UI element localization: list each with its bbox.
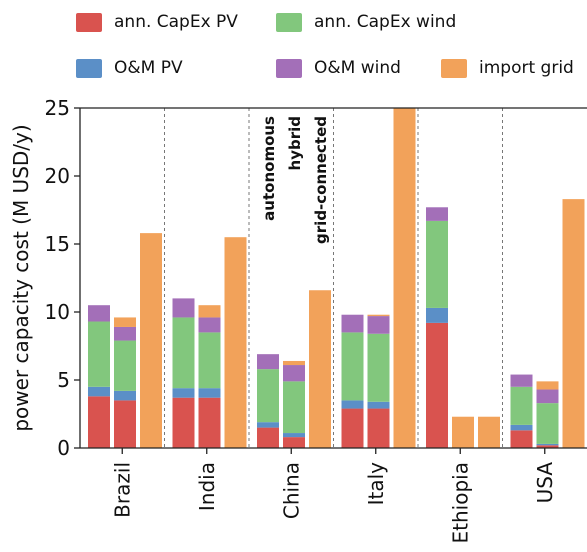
- bar-segment-usa-hybrid-o-m-wind: [536, 389, 559, 404]
- bars: [88, 108, 585, 448]
- legend-label-capex-wind: ann. CapEx wind: [314, 12, 457, 32]
- bar-segment-india-autonomous-o-m-wind: [172, 298, 195, 318]
- legend-swatch-capex-wind: [276, 12, 302, 32]
- legend-swatch-capex-pv: [76, 12, 102, 32]
- bar-segment-india-hybrid-o-m-wind: [198, 317, 221, 333]
- y-tick-label: 25: [45, 96, 70, 120]
- legend-swatch-import-grid: [441, 58, 467, 78]
- bar-segment-brazil-autonomous-ann-capex-pv: [88, 396, 110, 448]
- legend: ann. CapEx PV ann. CapEx wind O&M PV O&M…: [0, 0, 587, 90]
- legend-label-capex-pv: ann. CapEx PV: [114, 12, 238, 32]
- bar-segment-italy-autonomous-o-m-pv: [341, 400, 364, 409]
- bar-segment-usa-autonomous-o-m-wind: [510, 374, 533, 387]
- labels: 0 5 10 15 20 25 power capacity cost (M USD/y) B…: [9, 96, 557, 543]
- legend-item-capex-wind: ann. CapEx wind: [276, 12, 456, 32]
- bar-segment-china-hybrid-o-m-wind: [283, 365, 305, 382]
- bar-segment-india-autonomous-ann-capex-wind: [172, 317, 195, 389]
- bar-segment-italy-autonomous-o-m-wind: [341, 314, 364, 333]
- bar-segment-india-grid-connected-import-grid: [224, 237, 247, 448]
- y-tick-label: 0: [57, 436, 70, 460]
- legend-swatch-om-wind: [276, 58, 302, 78]
- bar-segment-brazil-hybrid-ann-capex-pv: [114, 400, 136, 448]
- bar-segment-italy-hybrid-o-m-pv: [367, 401, 390, 409]
- bar-segment-ethiopia-autonomous-o-m-pv: [426, 307, 448, 323]
- bar-segment-india-hybrid-import-grid: [198, 305, 221, 318]
- x-tick-label-ethiopia: Ethiopia: [448, 462, 472, 543]
- bar-segment-china-autonomous-ann-capex-wind: [257, 369, 279, 423]
- bar-segment-usa-autonomous-ann-capex-wind: [510, 386, 533, 425]
- bar-segment-ethiopia-autonomous-o-m-wind: [426, 207, 448, 221]
- bar-segment-china-hybrid-o-m-pv: [283, 433, 305, 438]
- legend-label-om-pv: O&M PV: [114, 58, 183, 78]
- bar-segment-india-autonomous-o-m-pv: [172, 388, 195, 398]
- bar-segment-usa-hybrid-import-grid: [536, 381, 559, 390]
- x-tick-label-usa: USA: [533, 462, 557, 504]
- bar-segment-italy-autonomous-ann-capex-wind: [341, 332, 364, 401]
- bar-segment-usa-hybrid-ann-capex-wind: [536, 403, 559, 444]
- bar-segment-china-autonomous-o-m-wind: [257, 354, 279, 370]
- config-label-autonomous: autonomous: [260, 116, 278, 221]
- bar-segment-brazil-autonomous-o-m-wind: [88, 305, 110, 322]
- bar-segment-india-hybrid-ann-capex-wind: [198, 332, 221, 389]
- bar-segment-usa-grid-connected-import-grid: [562, 199, 585, 448]
- bar-segment-india-hybrid-o-m-pv: [198, 388, 221, 398]
- bar-segment-brazil-hybrid-o-m-pv: [114, 390, 136, 401]
- bar-segment-brazil-grid-connected-import-grid: [140, 233, 162, 448]
- bar-segment-ethiopia-autonomous-ann-capex-wind: [426, 220, 448, 308]
- bar-segment-ethiopia-grid-connected-import-grid: [478, 416, 500, 448]
- bar-segment-china-hybrid-import-grid: [283, 360, 305, 366]
- bar-segment-india-hybrid-ann-capex-pv: [198, 397, 221, 448]
- y-axis-label: power capacity cost (M USD/y): [9, 124, 33, 431]
- bar-segment-italy-autonomous-ann-capex-pv: [341, 408, 364, 448]
- bar-segment-usa-autonomous-ann-capex-pv: [510, 430, 533, 448]
- bar-segment-ethiopia-hybrid-import-grid: [452, 416, 474, 448]
- x-tick-label-brazil: Brazil: [110, 462, 134, 518]
- legend-swatch-om-pv: [76, 58, 102, 78]
- bar-segment-brazil-autonomous-ann-capex-wind: [88, 321, 110, 387]
- config-label-hybrid: hybrid: [286, 116, 304, 170]
- y-tick-label: 20: [45, 164, 70, 188]
- y-tick-label: 5: [57, 368, 70, 392]
- bar-segment-india-autonomous-ann-capex-pv: [172, 397, 195, 448]
- bar-segment-china-hybrid-ann-capex-wind: [283, 381, 305, 434]
- x-tick-label-italy: Italy: [364, 462, 388, 506]
- country-separators: [164, 108, 503, 448]
- bar-segment-brazil-hybrid-import-grid: [114, 317, 136, 327]
- bar-segment-usa-hybrid-ann-capex-pv: [536, 445, 559, 448]
- bar-segment-italy-hybrid-import-grid: [367, 314, 390, 317]
- bar-segment-italy-hybrid-ann-capex-pv: [367, 408, 390, 448]
- bar-segment-usa-hybrid-o-m-pv: [536, 443, 559, 446]
- x-tick-label-china: China: [279, 462, 303, 519]
- y-tick-label: 10: [45, 300, 70, 324]
- bar-segment-ethiopia-autonomous-ann-capex-pv: [426, 322, 448, 448]
- legend-item-om-pv: O&M PV: [76, 58, 183, 78]
- bar-segment-italy-grid-connected-import-grid: [393, 108, 416, 448]
- bar-segment-china-hybrid-ann-capex-pv: [283, 437, 305, 448]
- bar-segment-italy-hybrid-o-m-wind: [367, 316, 390, 334]
- bar-segment-brazil-autonomous-o-m-pv: [88, 386, 110, 397]
- legend-item-capex-pv: ann. CapEx PV: [76, 12, 238, 32]
- config-label-grid-connected: grid-connected: [312, 116, 330, 244]
- bar-segment-china-grid-connected-import-grid: [309, 290, 331, 448]
- legend-label-import-grid: import grid: [479, 58, 574, 78]
- bar-segment-china-autonomous-ann-capex-pv: [257, 427, 279, 448]
- legend-item-om-wind: O&M wind: [276, 58, 401, 78]
- axes: [74, 107, 587, 454]
- bar-segment-brazil-hybrid-ann-capex-wind: [114, 340, 136, 391]
- bar-segment-brazil-hybrid-o-m-wind: [114, 326, 136, 341]
- bar-segment-usa-autonomous-o-m-pv: [510, 424, 533, 431]
- y-tick-label: 15: [45, 232, 70, 256]
- legend-label-om-wind: O&M wind: [314, 58, 401, 78]
- legend-item-import-grid: import grid: [441, 58, 574, 78]
- bar-segment-china-autonomous-o-m-pv: [257, 422, 279, 428]
- bar-segment-italy-hybrid-ann-capex-wind: [367, 333, 390, 402]
- x-tick-label-india: India: [195, 462, 219, 511]
